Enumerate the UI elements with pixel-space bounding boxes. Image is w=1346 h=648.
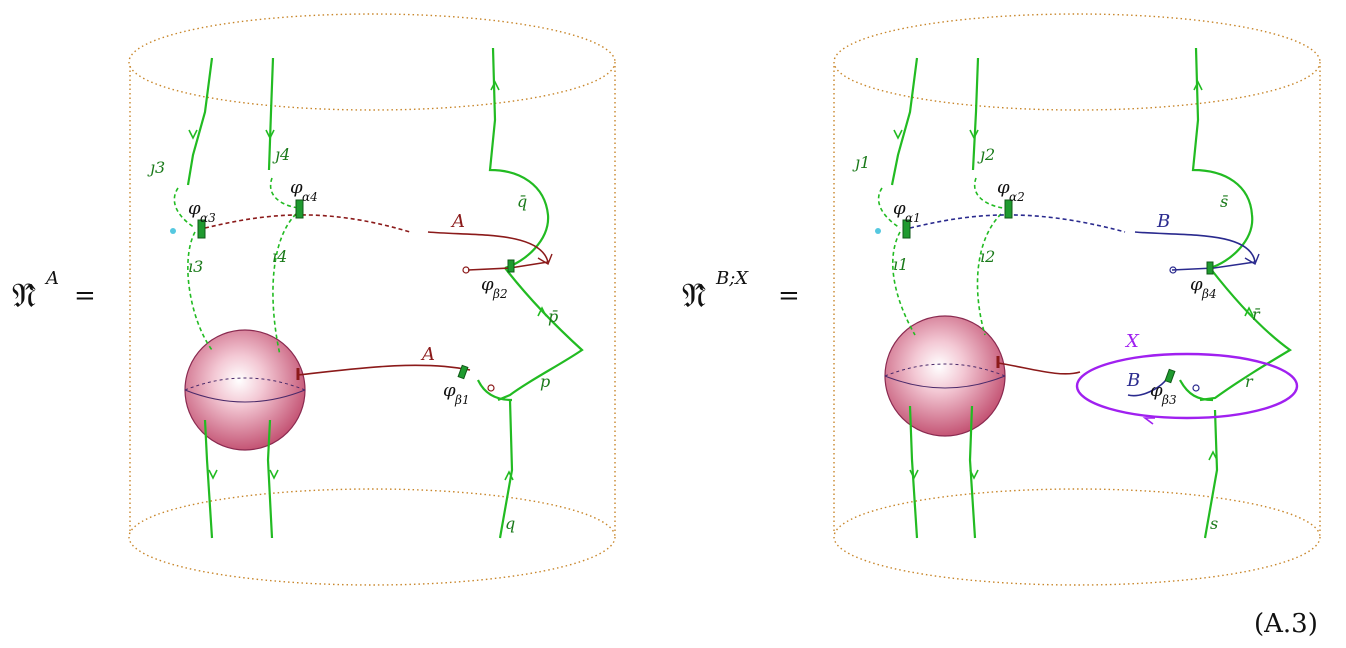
loop-x xyxy=(1075,352,1299,420)
label-s: s xyxy=(1210,514,1218,533)
equals-sign: = xyxy=(778,281,800,311)
equation-number: (A.3) xyxy=(1254,609,1318,639)
phi-alpha4-sub: α4 xyxy=(302,190,318,204)
lhs-superscript: A xyxy=(44,268,59,289)
endpoint-dot xyxy=(1192,384,1200,392)
cylinder xyxy=(128,13,616,586)
strands-dashed xyxy=(877,177,1004,336)
phi-beta4-sub: β4 xyxy=(1201,287,1217,301)
label-j1: ȷ1 xyxy=(852,153,870,172)
strands-dashed xyxy=(173,177,299,356)
label-qbar: q̄ xyxy=(517,192,527,211)
phi-beta1: φ xyxy=(443,380,456,401)
wilson-label-lower: A xyxy=(420,344,435,365)
phi-beta2-sub: β2 xyxy=(492,287,508,301)
panel-a: 𝔑̂ A = xyxy=(12,13,616,586)
label-r: r xyxy=(1245,372,1254,391)
wilson-label-lower: B xyxy=(1126,370,1140,391)
label-rbar: r̄ xyxy=(1252,305,1261,324)
wilson-line-a xyxy=(204,214,549,376)
phi-alpha4: φ xyxy=(290,177,303,198)
endpoint-dot xyxy=(487,384,495,392)
sphere xyxy=(184,329,306,451)
label-pbar: p̄ xyxy=(548,307,558,326)
phi-alpha1: φ xyxy=(893,198,906,219)
endpoint-dot xyxy=(875,228,881,234)
phi-beta3-sub: β3 xyxy=(1161,393,1177,407)
lhs-symbol: 𝔑̂ xyxy=(12,276,36,316)
phi-alpha2-sub: α2 xyxy=(1009,190,1025,204)
phi-beta2: φ xyxy=(481,274,494,295)
endpoint-dot xyxy=(1169,266,1177,274)
label-i1: ı1 xyxy=(893,255,908,274)
endpoint-dot xyxy=(462,266,470,274)
sphere xyxy=(884,315,1006,437)
phi-beta3: φ xyxy=(1150,380,1163,401)
lhs-symbol: 𝔑̂ xyxy=(682,276,706,316)
label-i2: ı2 xyxy=(980,247,995,266)
strand-arrows xyxy=(893,80,1254,480)
wilson-label-upper: B xyxy=(1156,211,1170,232)
phi-alpha1-sub: α1 xyxy=(905,211,921,225)
phi-alpha2: φ xyxy=(997,177,1010,198)
label-p: p xyxy=(540,372,550,391)
endpoint-dot xyxy=(170,228,176,234)
label-j4: ȷ4 xyxy=(272,145,290,164)
phi-alpha3-sub: α3 xyxy=(200,211,216,225)
wilson-line-maroon xyxy=(997,362,1081,375)
equals-sign: = xyxy=(74,281,96,311)
panel-bx: 𝔑̂ B;X = xyxy=(682,13,1321,586)
cylinder xyxy=(833,13,1321,586)
label-q: q xyxy=(505,514,515,533)
loop-label: X xyxy=(1124,331,1140,352)
phi-beta4: φ xyxy=(1190,274,1203,295)
label-j2: ȷ2 xyxy=(977,145,995,164)
label-i4: ı4 xyxy=(272,247,287,266)
label-i3: ı3 xyxy=(188,257,203,276)
label-j3: ȷ3 xyxy=(147,158,165,177)
strands-green xyxy=(186,47,584,539)
wilson-label-upper: A xyxy=(450,211,465,232)
phi-alpha3: φ xyxy=(188,198,201,219)
vertices xyxy=(197,199,515,380)
strand-arrows xyxy=(188,80,547,481)
phi-beta1-sub: β1 xyxy=(454,393,470,407)
strands-green xyxy=(890,47,1293,539)
vertices xyxy=(902,199,1214,384)
lhs-superscript: B;X xyxy=(715,268,749,289)
label-sbar: s̄ xyxy=(1220,192,1228,211)
